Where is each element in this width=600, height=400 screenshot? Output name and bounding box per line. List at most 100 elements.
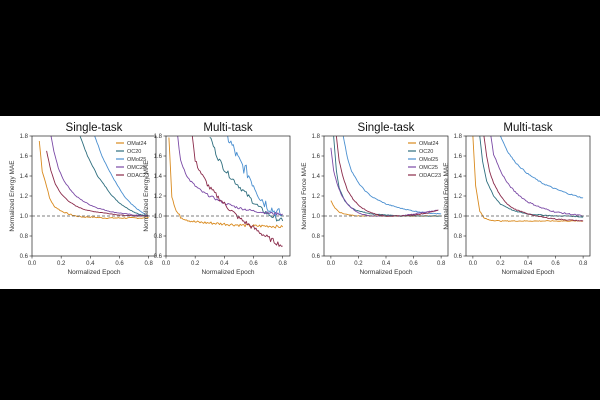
x-tick-label: 0.4 — [524, 261, 533, 267]
series-group — [472, 136, 584, 222]
series-line-omat24 — [168, 137, 284, 229]
y-tick-label: 1.4 — [454, 174, 463, 180]
y-axis-label: Normalized Energy MAE — [143, 160, 150, 232]
panel-title: Multi-task — [503, 122, 552, 134]
legend-entry-oc20: OC20 — [419, 149, 433, 155]
y-tick-label: 1.6 — [312, 154, 321, 160]
y-tick-label: 0.8 — [312, 234, 321, 240]
y-tick-label: 0.6 — [454, 254, 463, 260]
x-axis-label: Normalized Epoch — [201, 269, 254, 276]
x-tick-label: 0.0 — [162, 261, 171, 267]
y-tick-label: 1.4 — [154, 174, 163, 180]
y-axis-label: Normalized Force MAE — [301, 162, 308, 230]
x-tick-label: 0.0 — [469, 261, 478, 267]
series-line-omat24 — [38, 140, 149, 220]
x-axis-label: Normalized Epoch — [359, 269, 412, 276]
y-tick-label: 1.2 — [20, 194, 29, 200]
x-tick-label: 0.4 — [220, 261, 229, 267]
y-tick-label: 1.6 — [154, 154, 163, 160]
y-tick-label: 1.2 — [154, 194, 163, 200]
series-line-omat24 — [472, 136, 584, 222]
series-line-omat24 — [330, 200, 442, 217]
legend: OMat24 OC20 OMol25 OMC25 ODAC23 — [408, 141, 441, 179]
y-tick-label: 1.2 — [454, 194, 463, 200]
y-tick-label: 0.8 — [20, 234, 29, 240]
series-group — [168, 136, 284, 247]
panel-title: Single-task — [66, 122, 123, 134]
y-tick-label: 0.8 — [154, 234, 163, 240]
series-line-omol25 — [94, 136, 149, 217]
legend-entry-oc20: OC20 — [127, 149, 141, 155]
y-tick-label: 0.8 — [454, 234, 463, 240]
series-line-omc25 — [177, 136, 283, 216]
chart-panel-3: Single-task 0.6 0.8 1.0 1.2 1.4 1.6 1.8 0.0 0.2 0.… — [301, 122, 449, 276]
y-axis-label: Normalized Force MAE — [443, 162, 450, 230]
y-tick-label: 1.0 — [312, 214, 321, 220]
y-tick-label: 1.8 — [154, 134, 163, 140]
series-line-omc25 — [50, 136, 149, 217]
x-tick-label: 0.2 — [496, 261, 505, 267]
y-tick-label: 0.6 — [154, 254, 163, 260]
x-tick-label: 0.8 — [437, 261, 446, 267]
figure: Single-task 0.6 0.8 1.0 1.2 1.4 1.6 1.8 0.0 0.2 0.… — [0, 116, 600, 289]
y-tick-label: 1.6 — [20, 154, 29, 160]
series-line-odac23 — [483, 136, 584, 222]
series-line-omol25 — [500, 136, 584, 199]
x-tick-label: 0.4 — [86, 261, 95, 267]
y-tick-label: 1.4 — [20, 174, 29, 180]
series-line-odac23 — [191, 136, 283, 247]
y-tick-label: 1.8 — [312, 134, 321, 140]
series-line-omc25 — [490, 136, 584, 217]
x-tick-label: 0.6 — [249, 261, 258, 267]
legend-entry-omol25: OMol25 — [127, 157, 146, 163]
x-tick-label: 0.8 — [579, 261, 588, 267]
legend-entry-omat24: OMat24 — [127, 141, 147, 147]
chart-panel-4: Multi-task 0.6 0.8 1.0 1.2 1.4 1.6 1.8 0.0 0.2 0.4… — [443, 122, 591, 276]
y-tick-label: 1.8 — [454, 134, 463, 140]
x-tick-label: 0.8 — [279, 261, 288, 267]
legend-entry-omol25: OMol25 — [419, 157, 438, 163]
y-tick-label: 1.0 — [20, 214, 29, 220]
panel-title: Multi-task — [203, 122, 252, 134]
legend-entry-omc25: OMC25 — [127, 165, 146, 171]
x-tick-label: 0.2 — [354, 261, 363, 267]
y-tick-label: 1.0 — [154, 214, 163, 220]
x-tick-label: 0.2 — [191, 261, 200, 267]
series-group — [38, 136, 149, 220]
series-line-oc20 — [79, 136, 149, 217]
x-tick-label: 0.8 — [145, 261, 154, 267]
y-axis-label: Normalized Energy MAE — [9, 160, 16, 232]
y-tick-label: 1.6 — [454, 154, 463, 160]
plot-frame — [165, 135, 291, 257]
x-axis-label: Normalized Epoch — [67, 269, 120, 276]
y-tick-label: 0.6 — [312, 254, 321, 260]
series-line-oc20 — [209, 136, 284, 222]
plot-frame — [465, 135, 591, 257]
x-tick-label: 0.6 — [551, 261, 560, 267]
legend-entry-omat24: OMat24 — [419, 141, 439, 147]
series-line-omol25 — [227, 136, 283, 218]
y-tick-label: 1.2 — [312, 194, 321, 200]
y-tick-label: 1.8 — [20, 134, 29, 140]
y-tick-label: 1.4 — [312, 174, 321, 180]
y-tick-label: 1.0 — [454, 214, 463, 220]
x-tick-label: 0.4 — [382, 261, 391, 267]
legend-entry-odac23: ODAC23 — [419, 173, 441, 179]
x-tick-label: 0.0 — [28, 261, 37, 267]
y-tick-label: 0.6 — [20, 254, 29, 260]
legend-entry-omc25: OMC25 — [419, 165, 438, 171]
x-tick-label: 0.2 — [57, 261, 66, 267]
chart-panel-1: Single-task 0.6 0.8 1.0 1.2 1.4 1.6 1.8 0.0 0.2 0.… — [9, 122, 157, 276]
legend-entry-odac23: ODAC23 — [127, 173, 149, 179]
x-axis-label: Normalized Epoch — [501, 269, 554, 276]
legend: OMat24 OC20 OMol25 OMC25 ODAC23 — [116, 141, 149, 179]
x-tick-label: 0.6 — [409, 261, 418, 267]
series-line-odac23 — [46, 150, 149, 217]
x-tick-label: 0.6 — [115, 261, 124, 267]
panel-title: Single-task — [358, 122, 415, 134]
series-line-odac23 — [335, 136, 439, 217]
x-tick-label: 0.0 — [327, 261, 336, 267]
series-line-omol25 — [342, 136, 442, 215]
